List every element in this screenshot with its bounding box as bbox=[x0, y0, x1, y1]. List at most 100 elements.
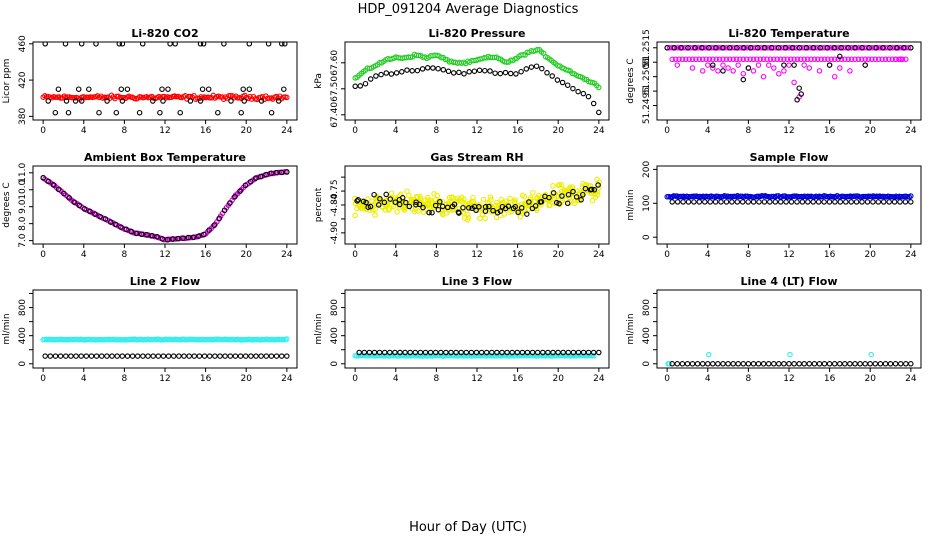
data-point bbox=[730, 361, 736, 367]
data-point bbox=[530, 189, 536, 196]
data-point bbox=[801, 62, 807, 68]
data-point bbox=[119, 94, 125, 101]
data-point bbox=[399, 195, 406, 201]
data-point bbox=[786, 45, 792, 51]
data-point bbox=[810, 45, 817, 51]
data-point bbox=[371, 191, 377, 198]
x-tick-label: 4 bbox=[81, 374, 87, 384]
data-point bbox=[518, 208, 525, 215]
data-point bbox=[575, 88, 581, 95]
data-point bbox=[284, 169, 290, 175]
data-point bbox=[362, 80, 369, 87]
data-point bbox=[699, 45, 705, 51]
data-point bbox=[882, 45, 888, 51]
data-point bbox=[879, 56, 885, 63]
series-1 bbox=[669, 56, 909, 63]
data-point bbox=[487, 68, 493, 74]
data-point bbox=[550, 183, 556, 189]
data-point bbox=[493, 202, 499, 209]
x-tick-label: 20 bbox=[865, 250, 877, 260]
data-point bbox=[128, 228, 135, 235]
data-point bbox=[749, 45, 756, 51]
data-point bbox=[696, 199, 703, 205]
data-point bbox=[791, 361, 797, 367]
data-point bbox=[796, 361, 802, 367]
data-point bbox=[413, 201, 419, 208]
data-point bbox=[136, 109, 143, 116]
data-point bbox=[716, 56, 723, 63]
data-point bbox=[852, 45, 858, 51]
x-tick-label: 12 bbox=[159, 126, 170, 136]
data-point bbox=[754, 56, 760, 63]
data-point bbox=[253, 353, 259, 359]
data-point bbox=[755, 62, 762, 68]
data-point bbox=[528, 64, 535, 70]
data-point bbox=[791, 79, 797, 86]
data-point bbox=[268, 109, 275, 116]
data-point bbox=[826, 62, 833, 68]
data-point bbox=[782, 45, 789, 51]
data-point bbox=[750, 56, 757, 63]
series-0 bbox=[40, 336, 290, 343]
data-point bbox=[867, 361, 873, 367]
x-tick-label: 24 bbox=[281, 250, 293, 260]
data-point bbox=[734, 199, 741, 205]
data-point bbox=[40, 175, 46, 181]
panel-title: Line 3 Flow bbox=[442, 275, 512, 288]
data-point bbox=[360, 198, 367, 205]
data-point bbox=[476, 204, 482, 210]
data-point bbox=[150, 98, 156, 104]
data-point bbox=[791, 193, 798, 199]
data-point bbox=[237, 353, 244, 359]
data-point bbox=[144, 232, 150, 238]
data-point bbox=[170, 236, 176, 242]
data-point bbox=[490, 207, 496, 214]
data-point bbox=[845, 45, 851, 51]
data-point bbox=[559, 79, 566, 86]
data-point bbox=[407, 54, 414, 60]
x-tick-label: 8 bbox=[434, 126, 440, 136]
data-point bbox=[555, 62, 561, 69]
data-point bbox=[750, 361, 757, 367]
data-point bbox=[590, 100, 597, 107]
data-point bbox=[544, 70, 550, 76]
data-point bbox=[81, 206, 88, 212]
data-point bbox=[816, 361, 823, 367]
data-point bbox=[852, 361, 858, 367]
data-point bbox=[284, 336, 290, 342]
data-point bbox=[549, 73, 555, 79]
data-point bbox=[865, 56, 872, 63]
data-point bbox=[589, 197, 596, 204]
data-point bbox=[585, 349, 592, 356]
x-tick-label: 20 bbox=[241, 250, 253, 260]
data-point bbox=[776, 71, 782, 77]
x-tick-label: 24 bbox=[593, 250, 605, 260]
y-tick-label: 420 bbox=[18, 71, 28, 88]
y-axis-label: ml/min bbox=[626, 313, 636, 344]
data-point bbox=[113, 109, 120, 116]
data-point bbox=[886, 199, 892, 205]
data-point bbox=[715, 68, 721, 74]
data-point bbox=[745, 65, 752, 71]
data-point bbox=[720, 68, 726, 74]
data-point bbox=[258, 173, 264, 180]
data-point bbox=[565, 191, 572, 198]
data-point bbox=[201, 231, 207, 238]
data-point bbox=[177, 109, 183, 116]
data-point bbox=[821, 56, 828, 63]
data-point bbox=[165, 353, 172, 359]
data-point bbox=[847, 68, 853, 74]
data-point bbox=[191, 353, 198, 359]
data-point bbox=[371, 349, 378, 356]
data-point bbox=[361, 349, 368, 356]
data-point bbox=[460, 204, 466, 211]
data-point bbox=[892, 56, 899, 63]
data-point bbox=[465, 214, 472, 221]
data-point bbox=[482, 215, 488, 222]
data-point bbox=[221, 207, 228, 213]
series-1 bbox=[356, 349, 602, 356]
data-point bbox=[78, 98, 85, 104]
data-point bbox=[372, 206, 378, 213]
data-point bbox=[492, 70, 498, 76]
